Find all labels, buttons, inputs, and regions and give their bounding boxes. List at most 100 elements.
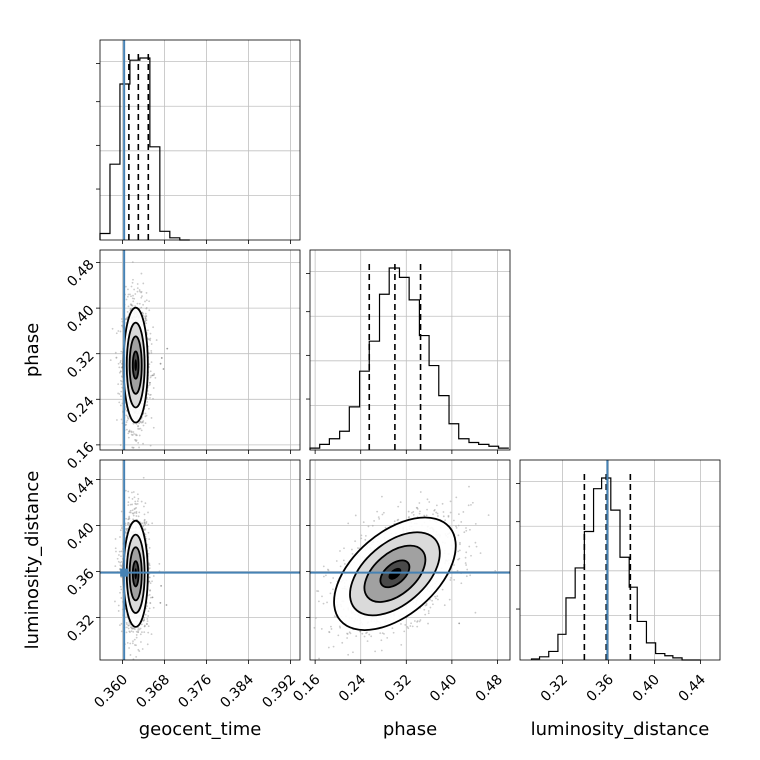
sample-point <box>355 635 358 638</box>
sample-point <box>136 493 139 496</box>
hist-bar <box>100 234 110 241</box>
sample-point <box>129 623 132 626</box>
density-peak <box>134 359 137 372</box>
sample-point <box>466 568 469 571</box>
sample-point <box>455 496 458 499</box>
sample-point <box>142 442 144 445</box>
sample-point <box>443 604 446 607</box>
sample-point <box>124 285 127 288</box>
sample-point <box>145 404 148 407</box>
sample-point <box>376 510 379 513</box>
sample-point <box>465 551 468 554</box>
sample-point <box>147 531 150 534</box>
sample-point <box>127 293 130 296</box>
sample-point <box>150 343 153 345</box>
sample-point <box>354 540 357 543</box>
sample-point <box>418 502 421 504</box>
sample-point <box>432 603 434 606</box>
sample-point <box>412 510 415 513</box>
sample-point <box>129 503 132 506</box>
sample-point <box>155 339 158 341</box>
sample-point <box>449 500 452 503</box>
sample-point <box>455 525 457 528</box>
sample-point <box>149 332 152 335</box>
sample-point <box>425 602 428 605</box>
sample-point <box>111 327 114 330</box>
sample-point <box>115 356 118 359</box>
sample-point <box>131 446 134 449</box>
sample-point <box>147 384 150 387</box>
sample-point <box>409 625 412 627</box>
sample-point <box>126 623 128 626</box>
sample-point <box>126 311 129 313</box>
sample-point <box>339 550 341 552</box>
sample-point <box>138 289 141 291</box>
sample-point <box>127 432 130 435</box>
sample-point <box>391 627 394 630</box>
sample-point <box>437 598 439 601</box>
sample-point <box>133 638 136 641</box>
sample-point <box>412 514 415 516</box>
sample-point <box>145 537 148 540</box>
sample-point <box>150 361 153 364</box>
sample-point <box>424 604 427 607</box>
sample-point <box>137 441 140 444</box>
sample-point <box>360 537 363 540</box>
sample-point <box>419 491 422 493</box>
sample-point <box>457 534 460 537</box>
sample-point <box>117 330 120 332</box>
sample-point <box>436 595 439 598</box>
sample-point <box>341 641 344 644</box>
sample-point <box>149 589 151 592</box>
sample-point <box>120 630 123 633</box>
sample-point <box>479 552 482 555</box>
sample-point <box>322 575 325 578</box>
hist-bar <box>665 656 673 660</box>
sample-point <box>397 505 400 508</box>
sample-point <box>143 518 146 521</box>
sample-point <box>144 528 147 531</box>
sample-point <box>148 363 151 366</box>
sample-point <box>144 412 147 415</box>
sample-point <box>109 359 112 362</box>
sample-point <box>132 627 135 630</box>
sample-point <box>129 642 132 645</box>
hist-bar <box>419 336 429 450</box>
sample-point <box>136 290 139 293</box>
sample-point <box>140 306 143 309</box>
sample-point <box>130 307 133 310</box>
truth-marker <box>120 568 129 577</box>
sample-point <box>119 585 122 588</box>
sample-point <box>142 312 145 315</box>
sample-point <box>147 610 150 613</box>
sample-point <box>449 511 452 514</box>
sample-point <box>135 630 138 633</box>
hist-bar <box>469 442 479 450</box>
xlabel-geocent-time: geocent_time <box>139 719 262 740</box>
sample-point <box>120 362 123 365</box>
sample-point <box>444 519 447 522</box>
sample-point <box>416 507 419 510</box>
sample-point <box>465 527 467 529</box>
sample-point <box>120 390 123 393</box>
hist-bar <box>611 510 620 660</box>
sample-point <box>148 407 150 410</box>
sample-point <box>120 318 123 320</box>
sample-point <box>143 505 145 508</box>
sample-point <box>151 580 153 583</box>
sample-point <box>339 626 342 629</box>
sample-point <box>118 366 121 369</box>
sample-point <box>134 439 137 441</box>
sample-point <box>120 375 123 378</box>
sample-point <box>316 590 318 592</box>
sample-point <box>462 511 465 513</box>
sample-point <box>143 616 146 619</box>
sample-point <box>120 550 123 553</box>
sample-point <box>119 624 121 627</box>
sample-point <box>149 582 152 585</box>
sample-point <box>115 550 117 553</box>
sample-point <box>120 418 123 421</box>
hist-bar <box>449 424 459 450</box>
sample-point <box>425 514 428 517</box>
ylabel-luminosity-distance: luminosity_distance <box>22 471 43 650</box>
